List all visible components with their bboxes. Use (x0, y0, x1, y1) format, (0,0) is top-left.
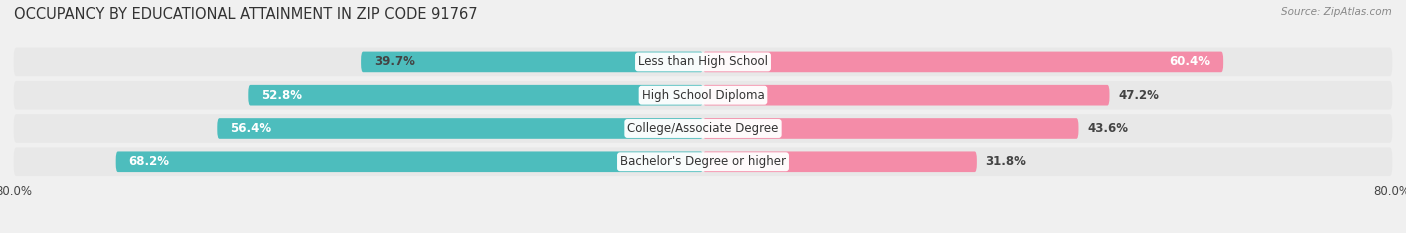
FancyBboxPatch shape (115, 151, 703, 172)
Text: High School Diploma: High School Diploma (641, 89, 765, 102)
FancyBboxPatch shape (361, 51, 703, 72)
FancyBboxPatch shape (703, 118, 1078, 139)
FancyBboxPatch shape (703, 51, 1223, 72)
Text: 52.8%: 52.8% (262, 89, 302, 102)
FancyBboxPatch shape (14, 147, 1392, 176)
Text: 60.4%: 60.4% (1170, 55, 1211, 69)
FancyBboxPatch shape (218, 118, 703, 139)
FancyBboxPatch shape (14, 48, 1392, 76)
FancyBboxPatch shape (249, 85, 703, 106)
Text: 43.6%: 43.6% (1087, 122, 1128, 135)
Text: Bachelor's Degree or higher: Bachelor's Degree or higher (620, 155, 786, 168)
FancyBboxPatch shape (14, 114, 1392, 143)
Text: 39.7%: 39.7% (374, 55, 415, 69)
Text: Less than High School: Less than High School (638, 55, 768, 69)
Text: Source: ZipAtlas.com: Source: ZipAtlas.com (1281, 7, 1392, 17)
FancyBboxPatch shape (703, 85, 1109, 106)
Text: OCCUPANCY BY EDUCATIONAL ATTAINMENT IN ZIP CODE 91767: OCCUPANCY BY EDUCATIONAL ATTAINMENT IN Z… (14, 7, 478, 22)
Text: 56.4%: 56.4% (231, 122, 271, 135)
Text: 68.2%: 68.2% (128, 155, 170, 168)
FancyBboxPatch shape (703, 151, 977, 172)
Text: College/Associate Degree: College/Associate Degree (627, 122, 779, 135)
FancyBboxPatch shape (14, 81, 1392, 110)
Text: 47.2%: 47.2% (1118, 89, 1159, 102)
Text: 31.8%: 31.8% (986, 155, 1026, 168)
